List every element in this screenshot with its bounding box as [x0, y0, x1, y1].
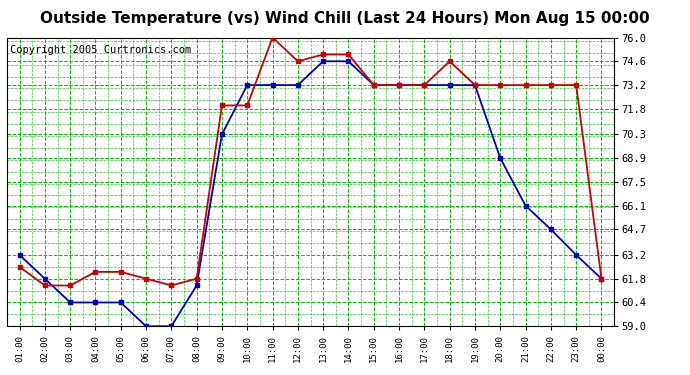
Text: Outside Temperature (vs) Wind Chill (Last 24 Hours) Mon Aug 15 00:00: Outside Temperature (vs) Wind Chill (Las… — [40, 11, 650, 26]
Text: Copyright 2005 Curtronics.com: Copyright 2005 Curtronics.com — [10, 45, 191, 55]
